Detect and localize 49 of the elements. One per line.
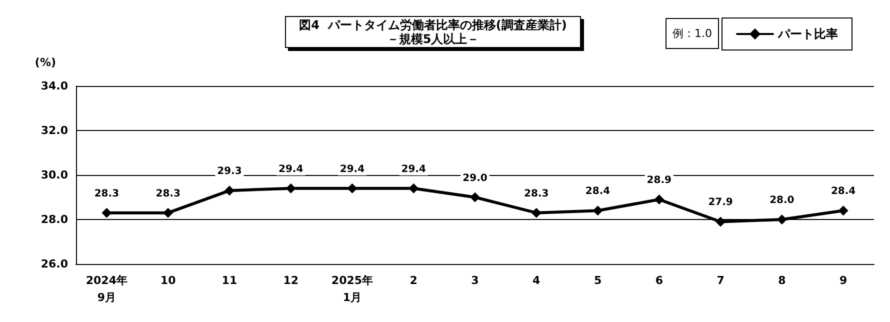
data-label: 29.4 — [401, 164, 426, 175]
point — [654, 194, 664, 204]
point — [102, 208, 112, 218]
point — [592, 206, 603, 216]
y-axis-title: (%) — [34, 56, 56, 69]
point — [347, 183, 358, 194]
y-tick-label: 28.0 — [40, 213, 68, 226]
x-tick-label: 6 — [655, 274, 664, 287]
text: 例：1.0 — [672, 27, 712, 40]
data-label: 29.4 — [278, 164, 304, 175]
x-tick-label: 9 — [839, 274, 848, 287]
point — [470, 192, 480, 202]
point — [531, 208, 542, 218]
data-label: 29.4 — [340, 164, 365, 175]
data-label: 27.9 — [708, 197, 733, 208]
x-tick-label: 2 — [410, 274, 418, 287]
point — [286, 183, 296, 194]
data-label: 28.4 — [830, 186, 856, 198]
x-tick-label: 11 — [222, 274, 238, 287]
y-tick-label: 32.0 — [40, 124, 68, 137]
x-tick-label: 4 — [532, 274, 541, 287]
x-tick-label: 2024年 9月 — [86, 274, 128, 304]
x-tick-label: 8 — [778, 274, 786, 287]
data-label: 28.3 — [156, 188, 180, 200]
x-tick-label: 10 — [160, 274, 176, 287]
x-tick-label: 2025年 1月 — [331, 274, 374, 304]
y-tick-label: 26.0 — [40, 258, 68, 270]
data-label: 28.9 — [646, 174, 672, 186]
point — [776, 214, 787, 224]
x-tick-label: 5 — [594, 274, 602, 287]
point — [163, 208, 174, 218]
legend-label: パート比率 — [777, 27, 838, 41]
point — [838, 206, 848, 216]
chart-title: 図4 パートタイム労働者比率の推移(調査産業計) — [299, 18, 567, 32]
y-tick-label: 30.0 — [40, 168, 68, 182]
data-label: 28.3 — [524, 188, 549, 200]
point — [408, 183, 419, 194]
y-tick-label: 34.0 — [40, 80, 68, 92]
data-label: 28.3 — [94, 188, 120, 200]
data-label: 28.4 — [585, 186, 610, 198]
data-label: 29.3 — [217, 166, 242, 178]
chart-subtitle: －規模5人以上－ — [386, 32, 480, 46]
data-label: 28.0 — [770, 195, 794, 206]
point — [224, 186, 234, 196]
point — [716, 216, 726, 227]
data-label: 29.0 — [462, 172, 488, 184]
x-tick-label: 12 — [283, 274, 298, 287]
x-tick-label: 3 — [471, 274, 479, 287]
x-tick-label: 7 — [716, 274, 724, 287]
